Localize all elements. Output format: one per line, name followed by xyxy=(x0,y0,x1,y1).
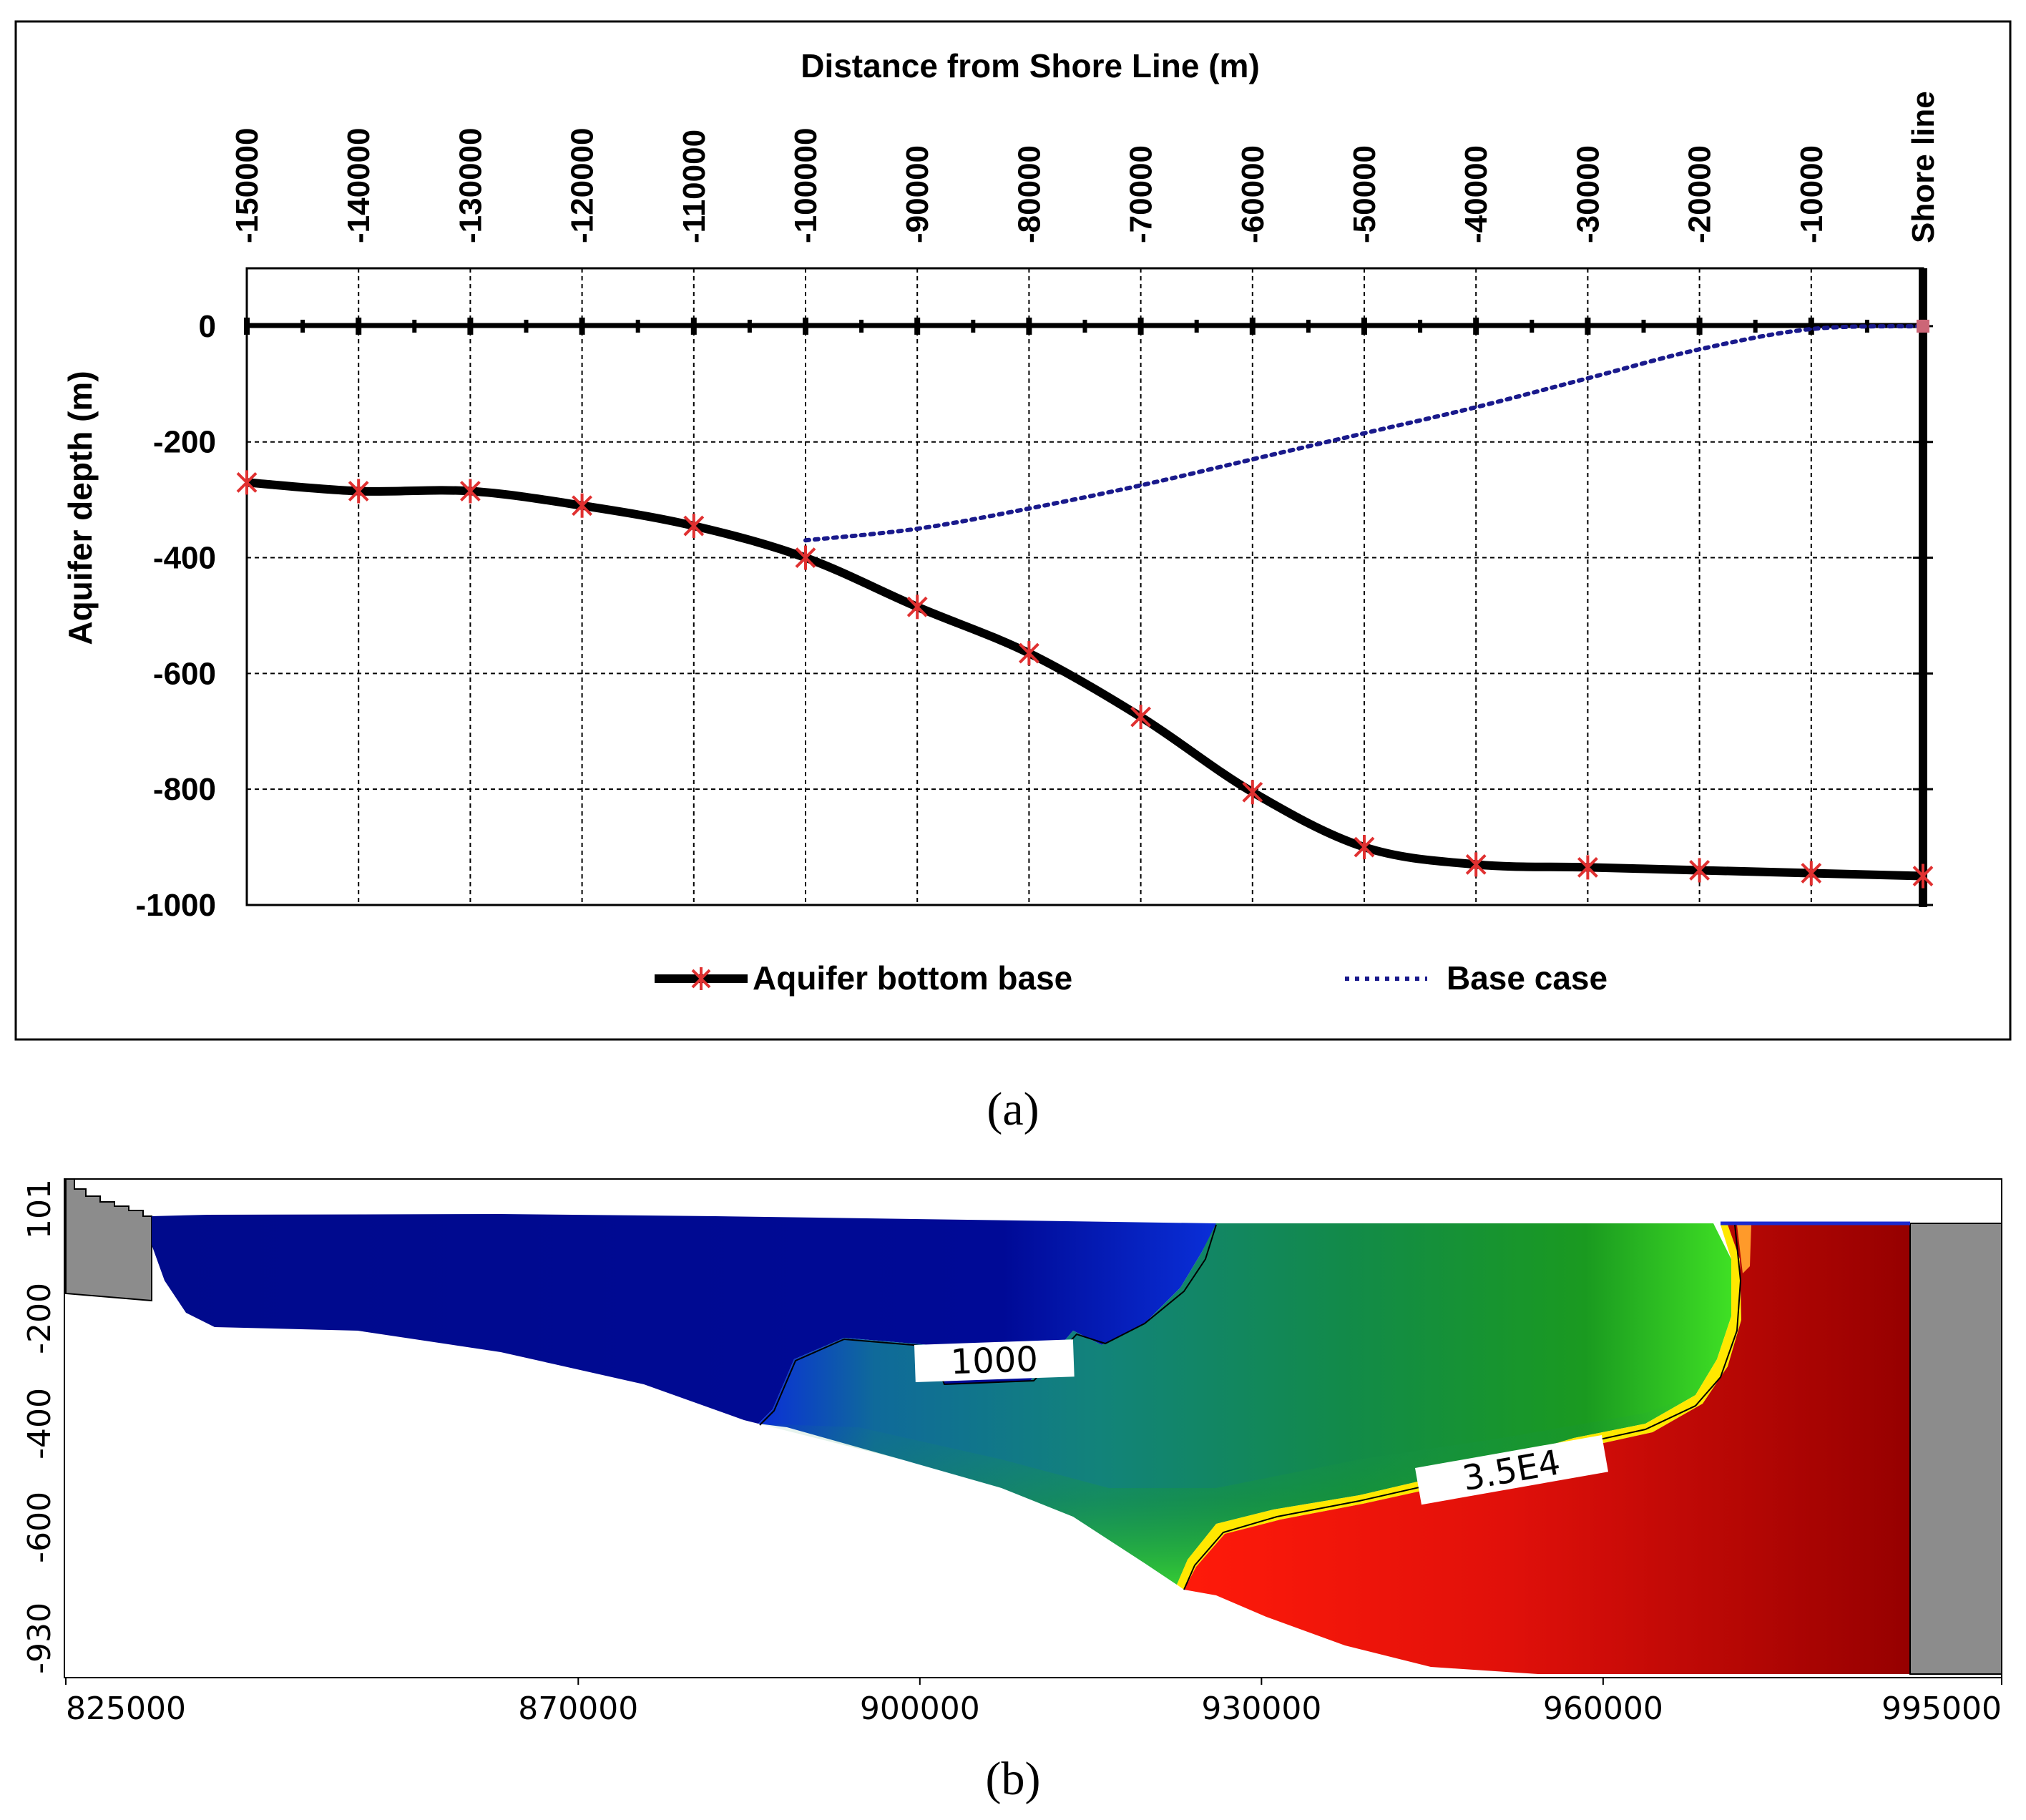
panel-a-legend: Aquifer bottom base Base case xyxy=(655,959,1607,997)
y-tick-label: 101 xyxy=(21,1179,58,1239)
base-case-point xyxy=(1027,507,1030,510)
aquifer-bottom-point xyxy=(1354,835,1375,860)
aquifer-bottom-point xyxy=(1130,705,1152,730)
y-tick-label: -800 xyxy=(153,772,216,807)
x-tick-label: 995000 xyxy=(1881,1691,2002,1727)
panel-b-y-ticks: 101 -200 -400 -600 -930 xyxy=(21,1179,58,1674)
aquifer-bottom-point xyxy=(1801,861,1822,886)
x-tick-label: -30000 xyxy=(1570,145,1605,243)
base-case-point xyxy=(1474,406,1477,408)
y-tick-label: -930 xyxy=(21,1603,58,1674)
x-tick-label: -20000 xyxy=(1683,145,1718,243)
x-tick-label: -10000 xyxy=(1794,145,1829,243)
panel-a-x-ticks: -150000 -140000 -130000 -120000 -110000 -1000… xyxy=(230,91,1941,243)
base-case-point xyxy=(1140,484,1142,486)
contour-1000-line xyxy=(759,1224,1217,1426)
y-tick-label: -600 xyxy=(21,1492,58,1563)
x-tick-label: 870000 xyxy=(518,1691,638,1727)
legend-label-aquifer: Aquifer bottom base xyxy=(753,959,1072,997)
y-tick-label: -400 xyxy=(153,541,216,576)
panel-a-chart: Distance from Shore Line (m) Aquifer dep… xyxy=(14,20,2012,1041)
y-tick-label: -1000 xyxy=(135,888,216,923)
mixing-zone xyxy=(758,1223,1731,1585)
zero-line-ticks xyxy=(244,317,1926,335)
x-tick-label: -90000 xyxy=(900,145,935,243)
x-tick-label: -150000 xyxy=(230,128,265,243)
shore-point-marker xyxy=(1917,319,1929,333)
aquifer-bottom-point xyxy=(348,479,369,504)
aquifer-bottom-point xyxy=(1465,852,1487,877)
x-tick-label: 900000 xyxy=(860,1691,980,1727)
aquifer-bottom-point xyxy=(1912,863,1934,889)
aquifer-bottom-point xyxy=(1018,641,1039,666)
x-tick-label: -40000 xyxy=(1459,145,1494,243)
shallow-red-lens xyxy=(1737,1225,1751,1273)
y-tick-label: -200 xyxy=(153,425,216,460)
mixing-zone-lower-band xyxy=(758,1395,1695,1585)
panel-a-y-ticks: 0 -200 -400 -600 -800 -1000 xyxy=(135,309,1933,923)
base-case-point xyxy=(1586,377,1589,380)
x-tick-label: -100000 xyxy=(788,128,823,243)
aquifer-bottom-point xyxy=(1689,858,1711,883)
base-case-point xyxy=(1251,458,1254,461)
panel-b-chart: 1000 3.5E4 101-200-400-600-930 825000 870… xyxy=(21,1178,2002,1727)
x-tick-label: 930000 xyxy=(1201,1691,1321,1727)
aquifer-bottom-point xyxy=(1242,780,1263,805)
aquifer-bottom-point xyxy=(459,479,481,504)
x-tick-label: 960000 xyxy=(1543,1691,1663,1727)
x-tick-label: 825000 xyxy=(66,1691,186,1727)
base-case-point xyxy=(916,527,919,530)
panel-a-ylabel: Aquifer depth (m) xyxy=(62,371,99,645)
x-tick-label: Shore line xyxy=(1906,91,1941,243)
contour-label-1000: 1000 xyxy=(914,1339,1075,1382)
svg-text:1000: 1000 xyxy=(950,1339,1039,1382)
panel-a-grid xyxy=(247,268,1923,905)
aquifer-bottom-point xyxy=(1577,855,1598,880)
base-case-point xyxy=(1363,432,1366,435)
x-tick-label: -140000 xyxy=(341,128,376,243)
legend-label-base-case: Base case xyxy=(1447,959,1607,997)
x-tick-label: -120000 xyxy=(565,128,600,243)
panel-a-label: (a) xyxy=(987,1083,1039,1135)
panel-a-series xyxy=(236,319,1934,889)
x-tick-label: -70000 xyxy=(1124,145,1159,243)
x-tick-label: -80000 xyxy=(1012,145,1047,243)
base-case-point xyxy=(1698,348,1701,351)
x-tick-label: -50000 xyxy=(1347,145,1382,243)
panel-a-title: Distance from Shore Line (m) xyxy=(801,47,1260,84)
base-case-point xyxy=(804,539,807,542)
y-tick-label: -400 xyxy=(21,1388,58,1459)
panel-b-label: (b) xyxy=(986,1753,1041,1805)
high-concentration-zone xyxy=(1184,1225,1910,1674)
x-tick-label: -60000 xyxy=(1235,145,1271,243)
aquifer-bottom-point xyxy=(683,514,705,539)
right-boundary-block xyxy=(1909,1223,2002,1675)
base-case-point xyxy=(1810,328,1813,331)
y-tick-label: -200 xyxy=(21,1283,58,1354)
aquifer-bottom-point xyxy=(795,545,816,570)
x-tick-label: -130000 xyxy=(453,128,488,243)
y-tick-label: -600 xyxy=(153,656,216,691)
aquifer-bottom-point xyxy=(236,470,258,495)
y-tick-label: 0 xyxy=(199,309,216,344)
series-aquifer-bottom-line xyxy=(246,478,1924,881)
legend-marker-aquifer xyxy=(691,967,711,990)
x-tick-label: -110000 xyxy=(677,129,712,243)
aquifer-bottom-point xyxy=(572,493,593,518)
panel-b-x-ticks: 825000 870000 900000 930000 960000 995000 xyxy=(65,1678,2002,1727)
aquifer-bottom-point xyxy=(906,595,928,620)
